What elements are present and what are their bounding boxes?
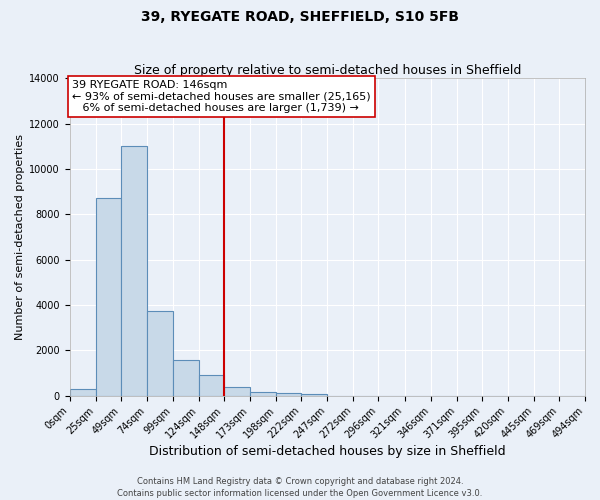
Bar xyxy=(224,386,250,396)
Bar xyxy=(173,360,199,396)
Bar xyxy=(250,392,276,396)
Bar xyxy=(301,394,328,396)
Bar xyxy=(121,146,147,396)
Y-axis label: Number of semi-detached properties: Number of semi-detached properties xyxy=(15,134,25,340)
X-axis label: Distribution of semi-detached houses by size in Sheffield: Distribution of semi-detached houses by … xyxy=(149,444,506,458)
Text: 39, RYEGATE ROAD, SHEFFIELD, S10 5FB: 39, RYEGATE ROAD, SHEFFIELD, S10 5FB xyxy=(141,10,459,24)
Bar xyxy=(70,389,96,396)
Bar xyxy=(147,310,173,396)
Bar xyxy=(276,394,301,396)
Text: Contains HM Land Registry data © Crown copyright and database right 2024.
Contai: Contains HM Land Registry data © Crown c… xyxy=(118,476,482,498)
Text: 39 RYEGATE ROAD: 146sqm
← 93% of semi-detached houses are smaller (25,165)
   6%: 39 RYEGATE ROAD: 146sqm ← 93% of semi-de… xyxy=(72,80,371,113)
Bar xyxy=(96,198,121,396)
Title: Size of property relative to semi-detached houses in Sheffield: Size of property relative to semi-detach… xyxy=(134,64,521,77)
Bar xyxy=(199,375,224,396)
